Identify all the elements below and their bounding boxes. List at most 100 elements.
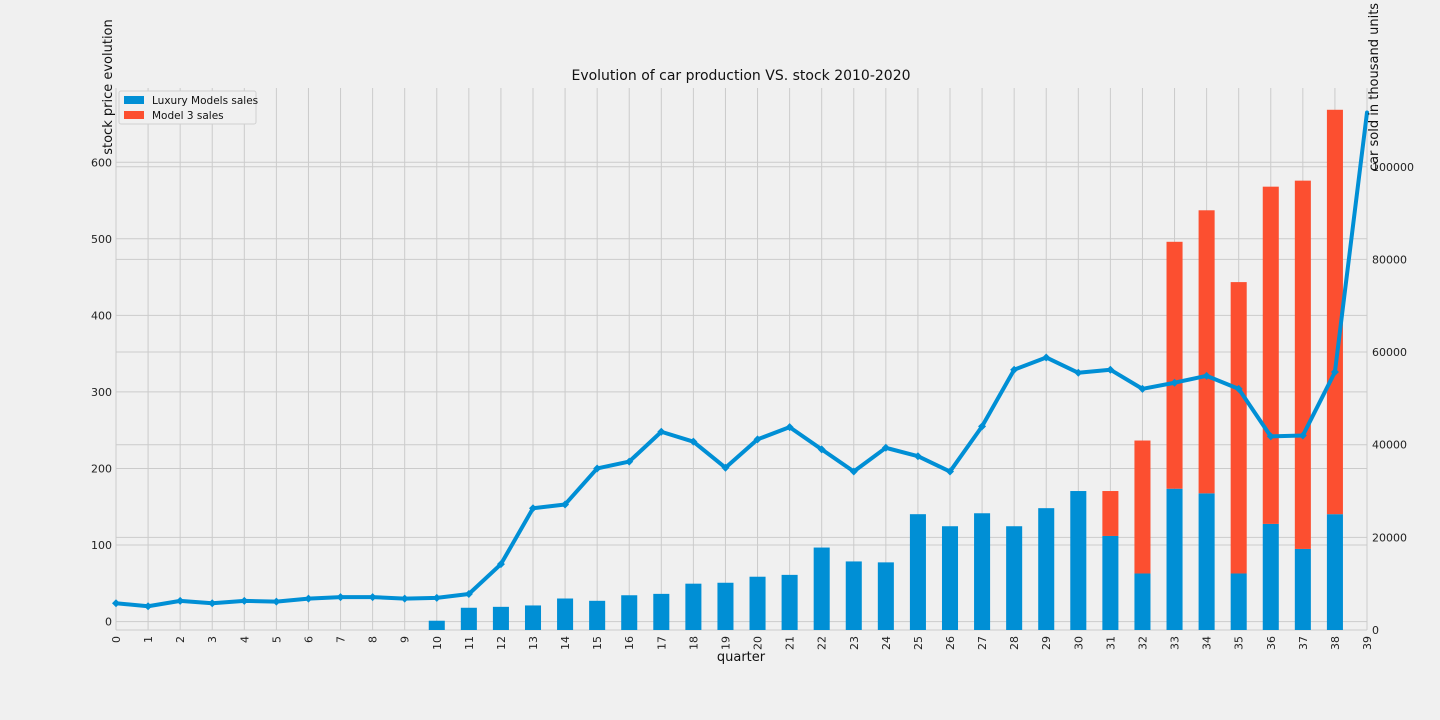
stock-price-marker <box>721 463 730 472</box>
x-tick-label: 34 <box>1201 636 1214 650</box>
stock-price-marker <box>946 467 954 476</box>
bar-luxury-models <box>909 514 926 630</box>
stock-price-marker <box>561 500 570 509</box>
bar-luxury-models <box>1262 523 1279 630</box>
bar-luxury-models <box>1070 491 1087 630</box>
stock-price-marker <box>978 422 987 431</box>
left-axis-ticks: 0 100 200 300 400 500 600 <box>91 156 112 628</box>
stock-price-marker <box>144 602 153 611</box>
x-tick-label: 36 <box>1265 636 1278 650</box>
left-tick-label: 0 <box>105 616 112 629</box>
right-axis-gridlines <box>116 166 1367 631</box>
x-tick-label: 13 <box>527 636 540 650</box>
right-tick-label: 80000 <box>1372 253 1407 266</box>
stock-price-marker <box>1266 432 1275 441</box>
bar-luxury-models <box>749 576 766 630</box>
bar-luxury-models <box>1294 548 1311 630</box>
left-tick-label: 400 <box>91 309 112 322</box>
x-tick-label: 7 <box>335 636 348 643</box>
legend: Luxury Models sales Model 3 sales <box>118 90 258 125</box>
x-tick-label: 39 <box>1361 636 1374 650</box>
bar-luxury-models <box>621 595 638 630</box>
stock-price-marker <box>1074 368 1083 377</box>
right-tick-label: 100000 <box>1372 161 1414 174</box>
legend-label-model3: Model 3 sales <box>152 110 224 122</box>
x-tick-label: 8 <box>367 636 380 643</box>
left-tick-label: 200 <box>91 462 112 475</box>
stock-price-marker <box>1138 384 1147 393</box>
x-tick-label: 29 <box>1040 636 1053 650</box>
stock-price-marker <box>432 593 441 602</box>
x-tick-label: 19 <box>719 636 732 650</box>
bar-luxury-models <box>845 561 862 630</box>
bar-series <box>428 109 1343 630</box>
x-tick-label: 15 <box>591 636 604 650</box>
left-axis-label: stock price evolution <box>101 19 116 155</box>
chart-title: Evolution of car production VS. stock 20… <box>571 68 910 84</box>
stock-price-marker <box>112 599 120 608</box>
x-tick-label: 35 <box>1233 636 1246 650</box>
stock-price-marker <box>1298 431 1307 440</box>
x-tick-label: 28 <box>1008 636 1021 650</box>
legend-box <box>118 90 257 125</box>
stock-price-marker <box>1106 365 1115 374</box>
stock-price-marker <box>208 599 217 608</box>
stock-price-marker <box>240 596 249 605</box>
x-tick-label: 32 <box>1136 636 1149 650</box>
stock-price-marker <box>593 464 602 473</box>
bar-luxury-models <box>653 593 670 630</box>
left-tick-label: 300 <box>91 386 112 399</box>
x-tick-label: 31 <box>1104 636 1117 650</box>
bar-luxury-models <box>492 606 509 630</box>
legend-swatch-luxury <box>124 96 144 104</box>
left-tick-label: 500 <box>91 233 112 246</box>
x-tick-label: 18 <box>687 636 700 650</box>
bar-luxury-models <box>941 526 959 630</box>
bar-luxury-models <box>877 562 894 630</box>
stock-price-marker <box>817 445 826 454</box>
right-tick-label: 0 <box>1372 624 1379 637</box>
x-tick-label: 11 <box>463 636 476 650</box>
stock-price-marker <box>1202 371 1211 380</box>
stock-price-marker <box>1330 368 1339 377</box>
stock-price-marker <box>689 437 698 446</box>
stock-price-line <box>114 110 1369 609</box>
bar-model-3 <box>1166 241 1183 489</box>
stock-price-marker <box>1234 384 1243 393</box>
bar-luxury-models <box>974 513 991 630</box>
bar-luxury-models <box>1102 535 1119 630</box>
right-tick-label: 20000 <box>1372 531 1407 544</box>
x-tick-label: 23 <box>848 636 861 650</box>
bar-luxury-models <box>589 600 606 630</box>
stock-price-marker <box>304 594 313 603</box>
legend-label-luxury: Luxury Models sales <box>152 95 258 107</box>
bar-luxury-models <box>428 620 445 630</box>
x-tick-label: 16 <box>623 636 636 650</box>
x-tick-label: 24 <box>880 636 893 650</box>
x-tick-label: 1 <box>142 636 155 643</box>
bar-luxury-models <box>460 607 477 630</box>
stock-price-marker <box>657 427 666 436</box>
bar-luxury-models <box>1230 573 1247 630</box>
x-tick-label: 2 <box>174 636 187 643</box>
x-tick-label: 4 <box>238 636 251 643</box>
bar-model-3 <box>1294 180 1311 549</box>
stock-price-marker <box>625 457 634 466</box>
x-tick-label: 5 <box>270 636 283 643</box>
x-tick-label: 21 <box>784 636 797 650</box>
left-tick-label: 600 <box>91 156 112 169</box>
stock-price-marker <box>400 594 409 603</box>
stock-price-marker <box>1010 365 1019 374</box>
stock-price-marker <box>336 593 345 602</box>
x-tick-label: 9 <box>399 636 412 643</box>
stock-price-marker <box>1042 353 1051 362</box>
stock-price-marker <box>753 435 762 444</box>
stock-price-marker <box>785 423 794 432</box>
bar-luxury-models <box>1198 493 1215 630</box>
bar-luxury-models <box>1134 573 1151 630</box>
stock-price-marker <box>368 593 377 602</box>
stock-price-marker <box>464 590 473 599</box>
bar-model-3 <box>1262 186 1279 524</box>
bar-luxury-models <box>1038 508 1055 630</box>
